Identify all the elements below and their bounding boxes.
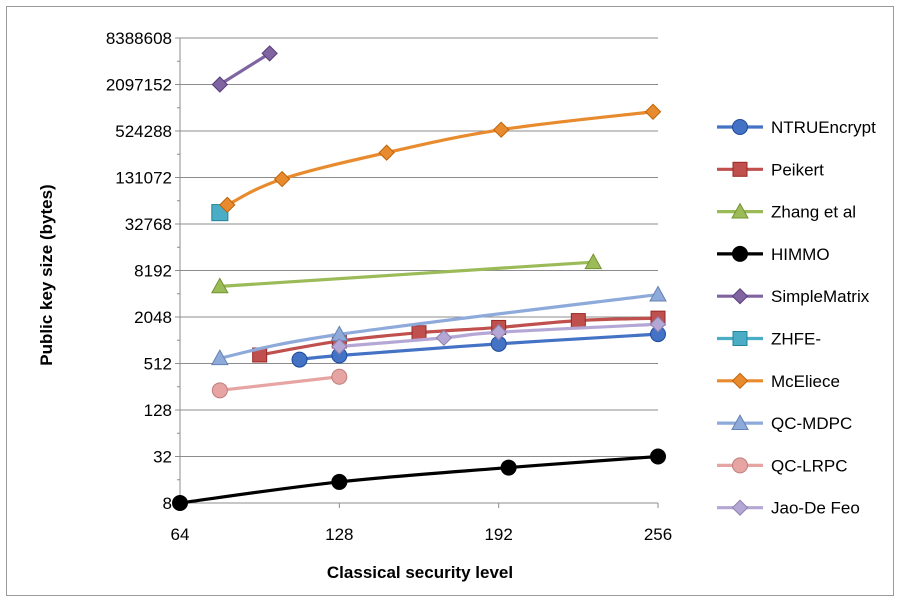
- legend-entry: Peikert: [717, 160, 824, 179]
- series-line: [258, 316, 660, 357]
- data-point: [211, 382, 228, 399]
- legend-label: QC-LRPC: [771, 456, 848, 475]
- legend-label: NTRUEncrypt: [771, 118, 876, 137]
- data-point: [649, 285, 667, 302]
- legend-label: ZHFE-: [771, 330, 821, 349]
- series-jao-de-feo: [331, 316, 667, 355]
- data-point: [273, 170, 291, 188]
- axes: 8 32 128 512 2048 8192 32768 131072 524288 209715…: [106, 29, 672, 544]
- legend-entry: QC-MDPC: [717, 414, 852, 433]
- data-point: [210, 277, 229, 294]
- legend-marker: [732, 331, 748, 346]
- data-point: [291, 351, 308, 368]
- data-point: [378, 144, 395, 161]
- y-tick-label: 8388608: [106, 29, 172, 48]
- x-tick-label: 256: [644, 525, 672, 544]
- legend-label: SimpleMatrix: [771, 287, 870, 306]
- legend-entry: QC-LRPC: [717, 456, 848, 475]
- x-tick-label: 64: [171, 525, 190, 544]
- y-tick-label: 524288: [115, 122, 172, 141]
- series-qc-lrpc: [211, 368, 348, 399]
- legend-marker: [731, 414, 749, 430]
- y-tick-label: 512: [144, 355, 172, 374]
- data-point: [650, 448, 666, 465]
- series-zhang-et-al: [210, 253, 603, 294]
- series-line: [218, 292, 660, 360]
- data-point: [644, 103, 662, 120]
- y-tick-label: 32768: [125, 215, 172, 234]
- series-himmo: [172, 448, 666, 511]
- series-line: [218, 51, 272, 87]
- legend-entry: HIMMO: [717, 245, 830, 264]
- series-line: [178, 454, 660, 505]
- legend-entry: NTRUEncrypt: [717, 118, 876, 137]
- series-mceliece: [219, 103, 662, 214]
- series-line: [218, 260, 595, 288]
- legend-marker: [732, 161, 748, 177]
- data-point: [219, 196, 236, 214]
- legend-marker: [731, 499, 749, 516]
- y-tick-label: 32: [153, 448, 172, 467]
- legend-label: Jao-De Feo: [771, 499, 860, 518]
- series-line: [225, 110, 655, 207]
- x-axis-title: Classical security level: [327, 563, 513, 582]
- data-point: [331, 338, 348, 355]
- data-point: [211, 76, 229, 93]
- series-line: [218, 375, 341, 392]
- data-point: [649, 316, 667, 333]
- y-tick-label: 2097152: [106, 76, 172, 95]
- legend-entry: Jao-De Feo: [717, 499, 860, 518]
- data-point: [210, 349, 229, 366]
- data-point: [492, 121, 510, 138]
- y-tick-label: 8: [163, 494, 172, 513]
- legend-label: Peikert: [771, 160, 824, 179]
- y-tick-label: 2048: [134, 308, 172, 327]
- legend: NTRUEncrypt Peikert Zhang et al HIMMO Simple…: [717, 118, 876, 518]
- y-tick-label: 8192: [134, 262, 172, 281]
- y-axis-title: Public key size (bytes): [37, 184, 56, 365]
- series-layer: [172, 45, 667, 511]
- data-point: [570, 313, 586, 329]
- legend-label: McEliece: [771, 372, 840, 391]
- legend-entry: ZHFE-: [717, 330, 821, 349]
- legend-entry: SimpleMatrix: [717, 287, 870, 306]
- series-line: [297, 332, 660, 362]
- legend-entry: McEliece: [717, 372, 840, 391]
- legend-marker: [732, 457, 748, 474]
- series-line: [337, 322, 660, 349]
- x-tick-label: 192: [484, 525, 512, 544]
- data-point: [500, 459, 517, 476]
- legend-entry: Zhang et al: [717, 202, 856, 222]
- legend-marker: [731, 202, 749, 219]
- series-simplematrix: [211, 45, 278, 93]
- chart-frame: 8 32 128 512 2048 8192 32768 131072 524288 209715…: [6, 6, 894, 596]
- legend-label: Zhang et al: [771, 203, 856, 222]
- legend-marker: [731, 287, 749, 305]
- gridlines: [180, 37, 658, 504]
- y-tick-label: 131072: [115, 169, 172, 188]
- legend-marker: [732, 119, 748, 135]
- data-point: [435, 329, 453, 347]
- legend-label: QC-MDPC: [771, 414, 852, 433]
- x-tick-label: 128: [325, 525, 353, 544]
- y-tick-label: 128: [144, 401, 172, 420]
- legend-marker: [731, 372, 749, 390]
- data-point: [584, 253, 603, 270]
- data-point: [331, 473, 348, 490]
- legend-label: HIMMO: [771, 245, 830, 264]
- data-point: [490, 324, 507, 341]
- data-point: [411, 325, 427, 341]
- data-point: [331, 368, 348, 385]
- data-point: [172, 495, 188, 511]
- data-point: [261, 45, 278, 62]
- legend-marker: [732, 245, 748, 262]
- chart: 8 32 128 512 2048 8192 32768 131072 524288 209715…: [37, 29, 876, 582]
